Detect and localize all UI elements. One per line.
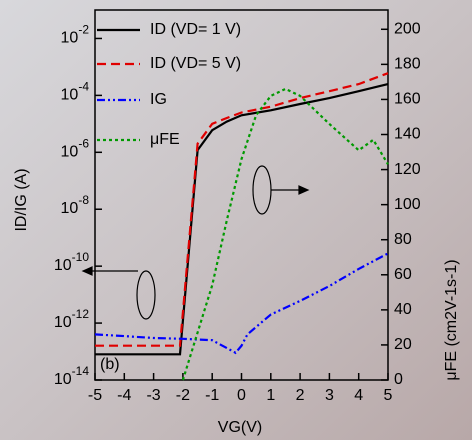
y-tick-label: 10-4 xyxy=(61,80,90,104)
tick-base: 10 xyxy=(54,257,72,274)
y-tick-label: 10-12 xyxy=(54,307,89,331)
tick-base: 10 xyxy=(61,87,79,104)
tick-base: 10 xyxy=(61,30,79,47)
x-tick-label: 0 xyxy=(237,387,246,404)
y2-tick-label: 200 xyxy=(394,21,421,38)
y-tick-label: 10-14 xyxy=(54,364,89,388)
x-tick-label: 5 xyxy=(384,387,393,404)
y2-tick-label: 60 xyxy=(394,266,412,283)
series-line xyxy=(181,87,389,381)
ellipse xyxy=(136,270,156,320)
tick-exponent: -14 xyxy=(72,364,90,378)
x-tick-label: -4 xyxy=(117,387,131,404)
y-tick-label: 10-10 xyxy=(54,250,89,274)
x-tick-label: -2 xyxy=(176,387,190,404)
tick-exponent: -6 xyxy=(78,136,89,150)
arrowhead xyxy=(298,185,310,195)
y2-tick-label: 160 xyxy=(394,91,421,108)
y2-tick-label: 20 xyxy=(394,336,412,353)
tick-base: 10 xyxy=(61,144,79,161)
series-line xyxy=(94,252,389,355)
y2-tick-label: 40 xyxy=(394,301,412,318)
arrowhead xyxy=(81,266,93,276)
x-tick-label: -3 xyxy=(146,387,160,404)
y2-tick-label: 180 xyxy=(394,56,421,73)
tick-exponent: -2 xyxy=(78,23,89,37)
x-tick-label: 2 xyxy=(296,387,305,404)
y2-tick-label: 100 xyxy=(394,196,421,213)
tick-exponent: -10 xyxy=(72,250,90,264)
tick-exponent: -8 xyxy=(78,193,89,207)
tick-exponent: -12 xyxy=(72,307,90,321)
y2-tick-label: 120 xyxy=(394,161,421,178)
legend-label: μFE xyxy=(150,131,180,148)
y2-tick-label: 140 xyxy=(394,126,421,143)
tick-base: 10 xyxy=(54,371,72,388)
y2-tick-label: 80 xyxy=(394,231,412,248)
x-axis-title: VG(V) xyxy=(218,419,262,436)
legend-label: IG xyxy=(150,91,167,108)
y-tick-label: 10-8 xyxy=(61,193,90,217)
series-line xyxy=(95,83,389,356)
x-tick-label: -5 xyxy=(88,387,102,404)
y2-tick-label: 0 xyxy=(394,371,403,388)
tick-base: 10 xyxy=(54,314,72,331)
y2-axis-title: μFE (cm2V-1s-1) xyxy=(443,259,460,380)
x-tick-label: -1 xyxy=(205,387,219,404)
y-axis-title: ID/IG (A) xyxy=(13,168,30,231)
panel-label: (b) xyxy=(100,356,120,373)
legend-label: ID (VD= 1 V) xyxy=(150,21,241,38)
x-tick-label: 3 xyxy=(325,387,334,404)
tick-base: 10 xyxy=(61,200,79,217)
x-tick-label: 1 xyxy=(266,387,275,404)
y-tick-label: 10-2 xyxy=(61,23,90,47)
legend-label: ID (VD= 5 V) xyxy=(150,55,241,72)
series-line xyxy=(95,72,389,347)
y-tick-label: 10-6 xyxy=(61,136,90,160)
annotations xyxy=(81,165,310,320)
tick-exponent: -4 xyxy=(78,80,89,94)
x-tick-label: 4 xyxy=(354,387,363,404)
